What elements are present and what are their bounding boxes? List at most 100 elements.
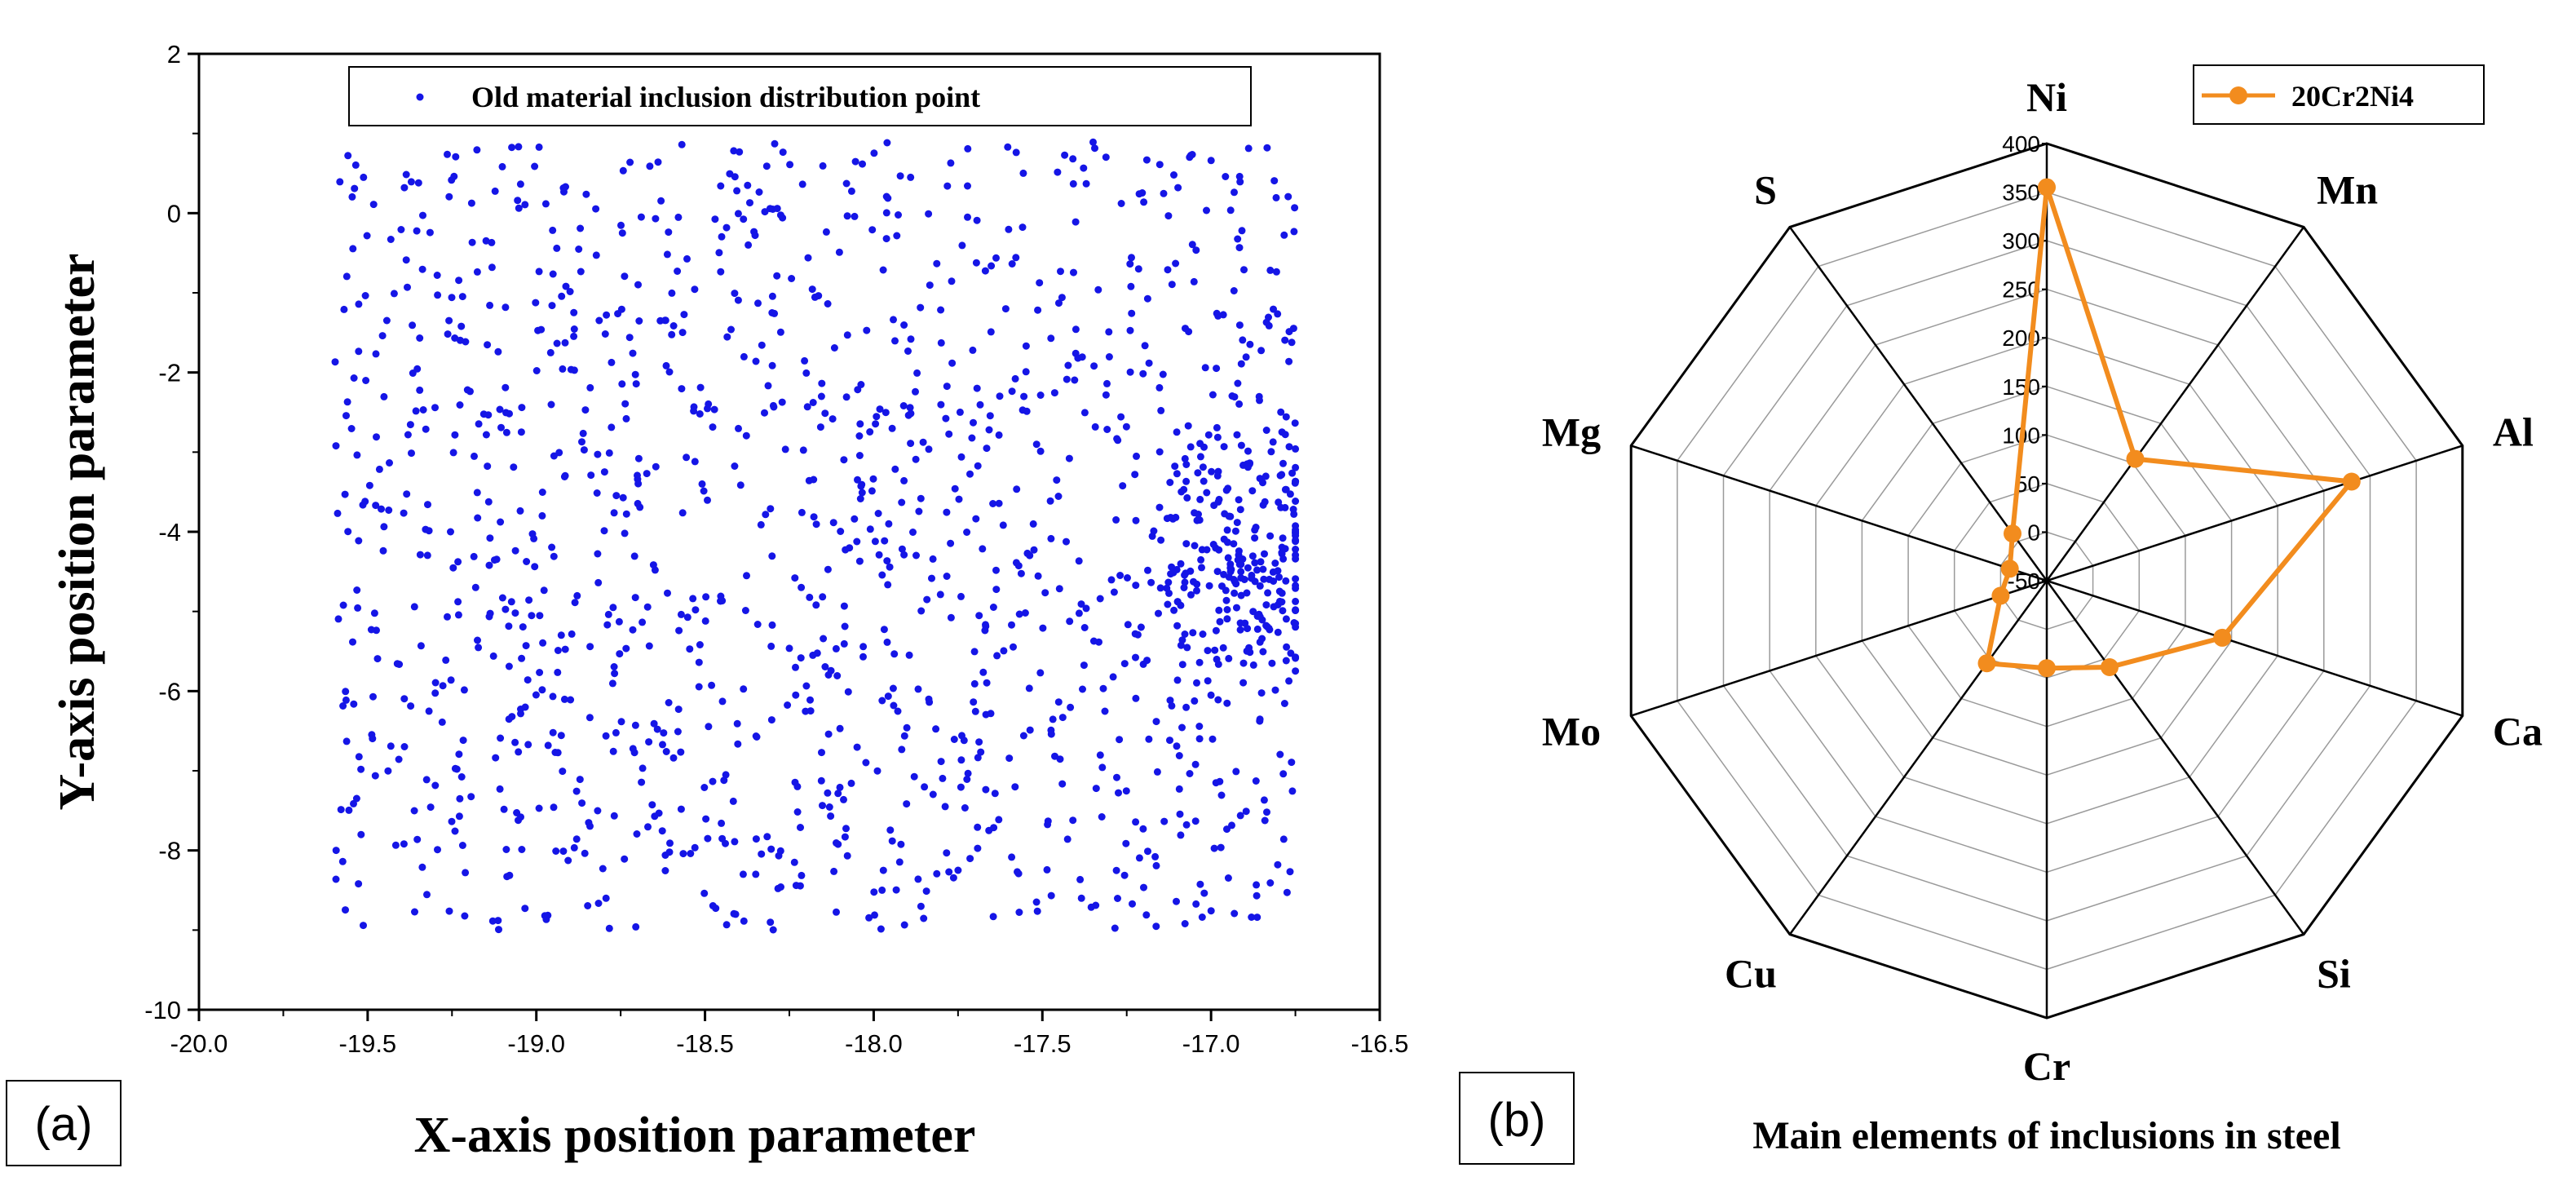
scatter-point (1191, 542, 1199, 550)
scatter-point (1286, 490, 1294, 498)
scatter-point (378, 505, 385, 513)
scatter-point (1181, 920, 1189, 927)
scatter-point (976, 400, 984, 409)
scatter-point (473, 146, 481, 154)
scatter-point (897, 840, 905, 848)
scatter-point (828, 415, 837, 423)
scatter-point (666, 839, 674, 847)
scatter-point (645, 642, 653, 650)
scatter-point (830, 344, 838, 352)
scatter-point (651, 812, 659, 821)
scatter-point (1267, 448, 1275, 456)
scatter-point (568, 630, 576, 638)
scatter-point (793, 808, 802, 816)
scatter-point (622, 414, 630, 422)
scatter-point (1265, 313, 1272, 321)
scatter-point (827, 666, 835, 675)
scatter-point (1155, 383, 1164, 392)
scatter-point (1207, 157, 1215, 165)
scatter-point (482, 237, 490, 245)
scatter-point (744, 181, 752, 189)
scatter-point (570, 366, 578, 374)
scatter-point (734, 210, 742, 218)
scatter-point (889, 684, 897, 692)
radar-legend: 20Cr2Ni4 (2193, 64, 2485, 125)
scatter-point (810, 513, 818, 521)
scatter-point (840, 456, 848, 464)
scatter-point (731, 838, 739, 846)
scatter-point (818, 379, 826, 387)
scatter-point (963, 529, 971, 536)
scatter-point (919, 438, 927, 446)
scatter-point (1264, 589, 1272, 597)
scatter-point (1103, 379, 1111, 387)
scatter-point (1126, 368, 1134, 376)
scatter-point (1270, 177, 1279, 185)
scatter-point (1223, 615, 1231, 623)
scatter-point (979, 545, 987, 553)
scatter-point (636, 503, 644, 511)
scatter-point (939, 774, 947, 782)
scatter-point (868, 487, 876, 495)
scatter-point (1026, 551, 1034, 560)
scatter-point (1198, 914, 1206, 921)
scatter-point (1234, 379, 1242, 387)
scatter-point (496, 785, 504, 793)
scatter-point (1186, 770, 1194, 777)
scatter-point (400, 184, 409, 192)
scatter-point (348, 192, 356, 201)
scatter-point (1192, 900, 1200, 908)
scatter-point (379, 546, 387, 555)
scatter-point (360, 922, 367, 930)
scatter-point (1043, 865, 1051, 874)
scatter-point (395, 755, 403, 763)
radar-tick-label: 0 (2027, 520, 2040, 545)
scatter-point (612, 728, 620, 737)
scatter-point (1176, 810, 1184, 818)
scatter-point (397, 226, 405, 233)
scatter-point (1262, 601, 1270, 609)
scatter-point (444, 330, 452, 338)
scatter-point (572, 835, 581, 843)
scatter-point (410, 603, 418, 611)
scatter-point (798, 871, 806, 879)
scatter-legend-box (348, 66, 1252, 126)
scatter-point (652, 462, 660, 471)
scatter-point (841, 622, 849, 630)
scatter-point (387, 236, 395, 243)
scatter-point (557, 732, 565, 740)
scatter-point (1292, 582, 1300, 590)
scatter-point (406, 421, 414, 429)
scatter-point (412, 407, 420, 415)
scatter-point (733, 719, 741, 728)
scatter-point (752, 357, 760, 365)
scatter-point (717, 268, 725, 276)
scatter-point (566, 288, 574, 295)
scatter-point (679, 850, 687, 858)
scatter-point (917, 607, 926, 615)
scatter-point (1276, 750, 1284, 759)
scatter-point (1098, 813, 1106, 821)
scatter-point (1188, 241, 1196, 249)
scatter-point (972, 515, 980, 523)
scatter-point (1090, 362, 1098, 370)
scatter-point (594, 900, 603, 907)
scatter-point (360, 173, 368, 181)
scatter-point (894, 707, 902, 715)
scatter-point (989, 604, 997, 611)
scatter-point (925, 210, 933, 218)
scatter-point (505, 662, 513, 670)
scatter-point (929, 790, 937, 798)
scatter-point (1055, 299, 1063, 307)
scatter-point (767, 505, 775, 513)
scatter-point (855, 452, 864, 459)
scatter-point (400, 509, 408, 517)
scatter-point (609, 747, 617, 755)
scatter-point (1216, 777, 1224, 785)
scatter-point (626, 158, 634, 166)
scatter-point (1292, 546, 1300, 553)
scatter-point (996, 392, 1004, 400)
scatter-point (1080, 661, 1088, 670)
scatter-point (1116, 572, 1125, 579)
scatter-point (1198, 564, 1205, 572)
